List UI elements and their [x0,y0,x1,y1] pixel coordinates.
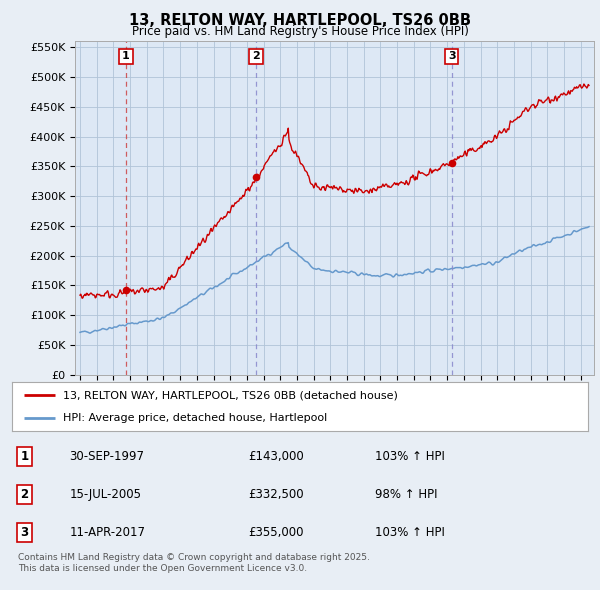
Text: 13, RELTON WAY, HARTLEPOOL, TS26 0BB (detached house): 13, RELTON WAY, HARTLEPOOL, TS26 0BB (de… [62,391,398,401]
Text: 11-APR-2017: 11-APR-2017 [70,526,146,539]
Text: 1: 1 [20,450,29,463]
Text: 2: 2 [252,51,260,61]
Text: 3: 3 [20,526,29,539]
Text: Price paid vs. HM Land Registry's House Price Index (HPI): Price paid vs. HM Land Registry's House … [131,25,469,38]
Text: Contains HM Land Registry data © Crown copyright and database right 2025.
This d: Contains HM Land Registry data © Crown c… [18,553,370,573]
Text: 1: 1 [122,51,130,61]
Text: 30-SEP-1997: 30-SEP-1997 [70,450,145,463]
Text: 98% ↑ HPI: 98% ↑ HPI [375,488,437,501]
Text: 103% ↑ HPI: 103% ↑ HPI [375,526,445,539]
Text: £332,500: £332,500 [248,488,304,501]
Text: £355,000: £355,000 [248,526,304,539]
Text: 13, RELTON WAY, HARTLEPOOL, TS26 0BB: 13, RELTON WAY, HARTLEPOOL, TS26 0BB [129,13,471,28]
Text: 3: 3 [448,51,455,61]
Text: £143,000: £143,000 [248,450,304,463]
Text: HPI: Average price, detached house, Hartlepool: HPI: Average price, detached house, Hart… [62,412,327,422]
Text: 103% ↑ HPI: 103% ↑ HPI [375,450,445,463]
Text: 15-JUL-2005: 15-JUL-2005 [70,488,142,501]
Text: 2: 2 [20,488,29,501]
